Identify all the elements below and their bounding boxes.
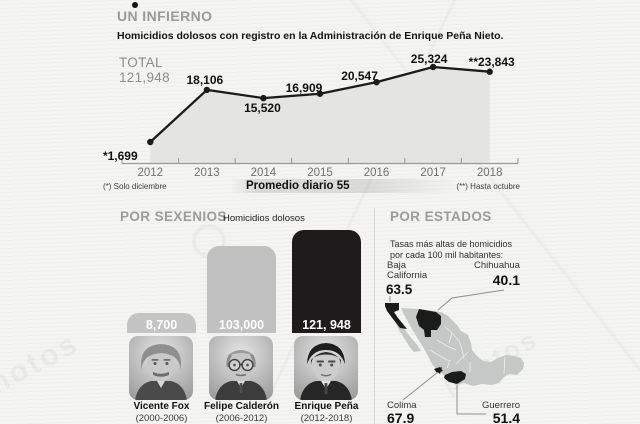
total-label: TOTAL [119,55,163,70]
year-label: 2018 [476,167,503,179]
state-baja-california-highlight [385,303,407,329]
bar-calderon [207,246,276,333]
sexenios-section-subtitle: Homicidios dolosos [223,213,305,224]
state-guerrero-highlight [444,371,466,384]
page-subtitle: Homicidios dolosos con registro en la Ad… [117,30,504,42]
state-name-baja-california: Baja California [387,260,428,281]
state-value-colima: 67.9 [387,410,415,424]
point-label: 16,909 [285,80,323,95]
sexenios-section-title: POR SEXENIOS [120,209,227,224]
daily-average-band: Promedio diario 55 [230,179,456,193]
bullet-dot [132,2,138,8]
calderon-avatar-icon [215,350,267,400]
state-value-baja-california: 63.5 [386,282,413,297]
footnote-right: (**) Hasta octubre [456,182,520,191]
fox-avatar-icon [135,344,187,400]
year-label: 2013 [194,167,220,179]
state-value-chihuahua: 40.1 [492,272,520,288]
stock-watermark: photos [0,326,85,411]
portrait-vicente-fox [129,336,193,400]
point-label: 15,520 [244,101,281,116]
pres-name-calderon: Felipe Calderón [203,401,279,412]
point-label: **23,843 [468,54,515,69]
map-state-borders [429,326,506,375]
point-label: 25,324 [410,52,448,66]
daily-average-label: Promedio diario 55 [246,180,350,192]
leader-colima [402,371,439,401]
sexenio-column-calderon: 103,000 Felipe Calderón (2006-2012) [204,225,279,424]
state-name-chihuahua: Chihuahua [474,260,520,271]
portrait-enrique-pena [294,336,358,400]
year-label: 2017 [420,167,446,179]
map-leader-lines [389,289,505,415]
bar-value-fox: 8,700 [145,318,178,332]
state-name-colima: Colima [387,400,417,411]
bar-fox [127,313,196,333]
stock-watermark: photos [436,323,544,399]
footnote-left: (*) Solo diciembre [103,182,167,191]
bar-value-pena: 121, 948 [302,318,351,332]
pena-avatar-icon [300,343,352,400]
bar-value-calderon: 103,000 [218,318,265,332]
pres-years-pena: (2012-2018) [300,413,353,424]
pres-years-fox: (2000-2006) [135,413,188,424]
year-label: 2012 [137,167,164,179]
leader-chihuahua [437,289,505,311]
estados-section-subtitle: Tasas más altas de homicidios por cada 1… [390,239,513,260]
bar-pena [292,230,361,333]
map-baja-sur [395,318,421,352]
page-title: UN INFIERNO [117,8,213,24]
estados-section-title: POR ESTADOS [390,209,492,224]
section-divider [374,208,375,424]
point-label: 18,106 [186,72,224,87]
total-value: 121,948 [119,70,170,85]
portrait-felipe-calderon [209,336,273,400]
state-chihuahua-highlight [416,309,441,337]
sexenio-column-fox: 8,700 Vicente Fox (2000-2006) [127,225,196,424]
state-colima-highlight [434,367,443,373]
pres-name-pena: Enrique Peña [294,401,359,412]
year-label: 2015 [307,167,333,179]
point-label: 20,547 [341,69,378,84]
state-value-guerrero: 51.4 [492,410,520,424]
year-label: 2016 [363,167,390,179]
pres-years-calderon: (2006-2012) [215,413,268,424]
point-label: *1,699 [102,149,138,163]
year-label: 2014 [250,167,277,179]
map-mainland [401,308,524,386]
sexenio-column-pena: 121, 948 Enrique Peña (2012-2018) [292,225,361,424]
colima-arrowhead [435,367,442,374]
total-block: TOTAL 121,948 [119,55,170,85]
pres-name-fox: Vicente Fox [133,401,190,412]
state-name-guerrero: Guerrero [482,400,521,411]
